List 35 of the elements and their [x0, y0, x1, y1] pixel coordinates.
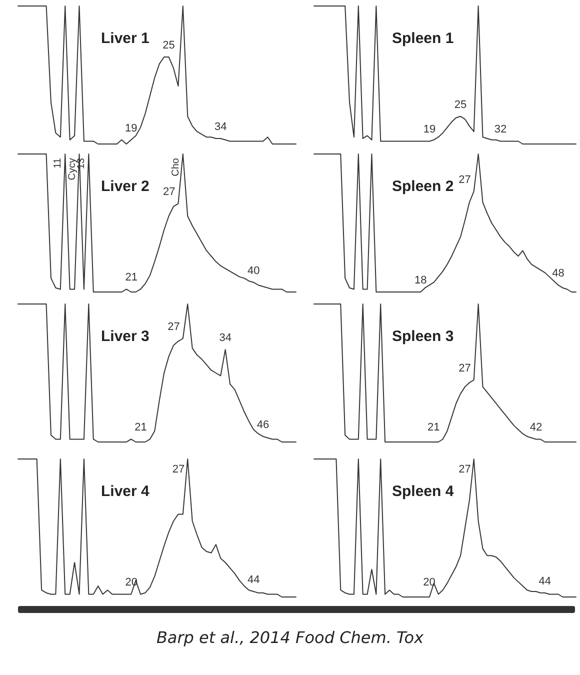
annotation: 18 — [414, 274, 427, 286]
annotation: 34 — [219, 332, 232, 344]
annotation: Cycy — [66, 158, 78, 180]
annotation: 27 — [458, 362, 471, 374]
annotation: Cho — [170, 158, 182, 176]
annotation: 21 — [125, 272, 138, 284]
annotation: 48 — [552, 268, 564, 280]
text: Liver 1 — [101, 30, 150, 47]
annotation: 32 — [494, 124, 507, 136]
text: Liver 3 — [101, 328, 150, 345]
annotation: 25 — [454, 98, 467, 111]
annotation: 27 — [168, 321, 180, 333]
annotation: 42 — [530, 422, 542, 434]
text: Spleen 3 — [392, 328, 454, 345]
text: Spleen 2 — [392, 178, 454, 195]
annotation: 44 — [538, 575, 552, 588]
text: Liver 4 — [101, 483, 150, 500]
text: Spleen 1 — [392, 30, 454, 47]
annotation: 34 — [214, 120, 227, 133]
annotation: 27 — [458, 174, 471, 186]
annotation: 19 — [124, 122, 138, 134]
annotation: 27 — [162, 186, 176, 198]
text: Barp et al., 2014 Food Chem. Tox — [155, 628, 425, 647]
annotation: 46 — [256, 418, 270, 431]
annotation: 27 — [458, 464, 471, 476]
annotation: 25 — [162, 40, 175, 52]
annotation: 40 — [247, 264, 260, 277]
annotation: 19 — [423, 124, 436, 136]
annotation: 27 — [172, 464, 185, 476]
annotation: 21 — [134, 422, 147, 434]
annotation: 44 — [247, 574, 260, 586]
annotation: 11 — [52, 158, 64, 168]
text: Liver 2 — [101, 178, 150, 195]
annotation: 21 — [428, 422, 440, 434]
text: Spleen 4 — [392, 483, 454, 500]
